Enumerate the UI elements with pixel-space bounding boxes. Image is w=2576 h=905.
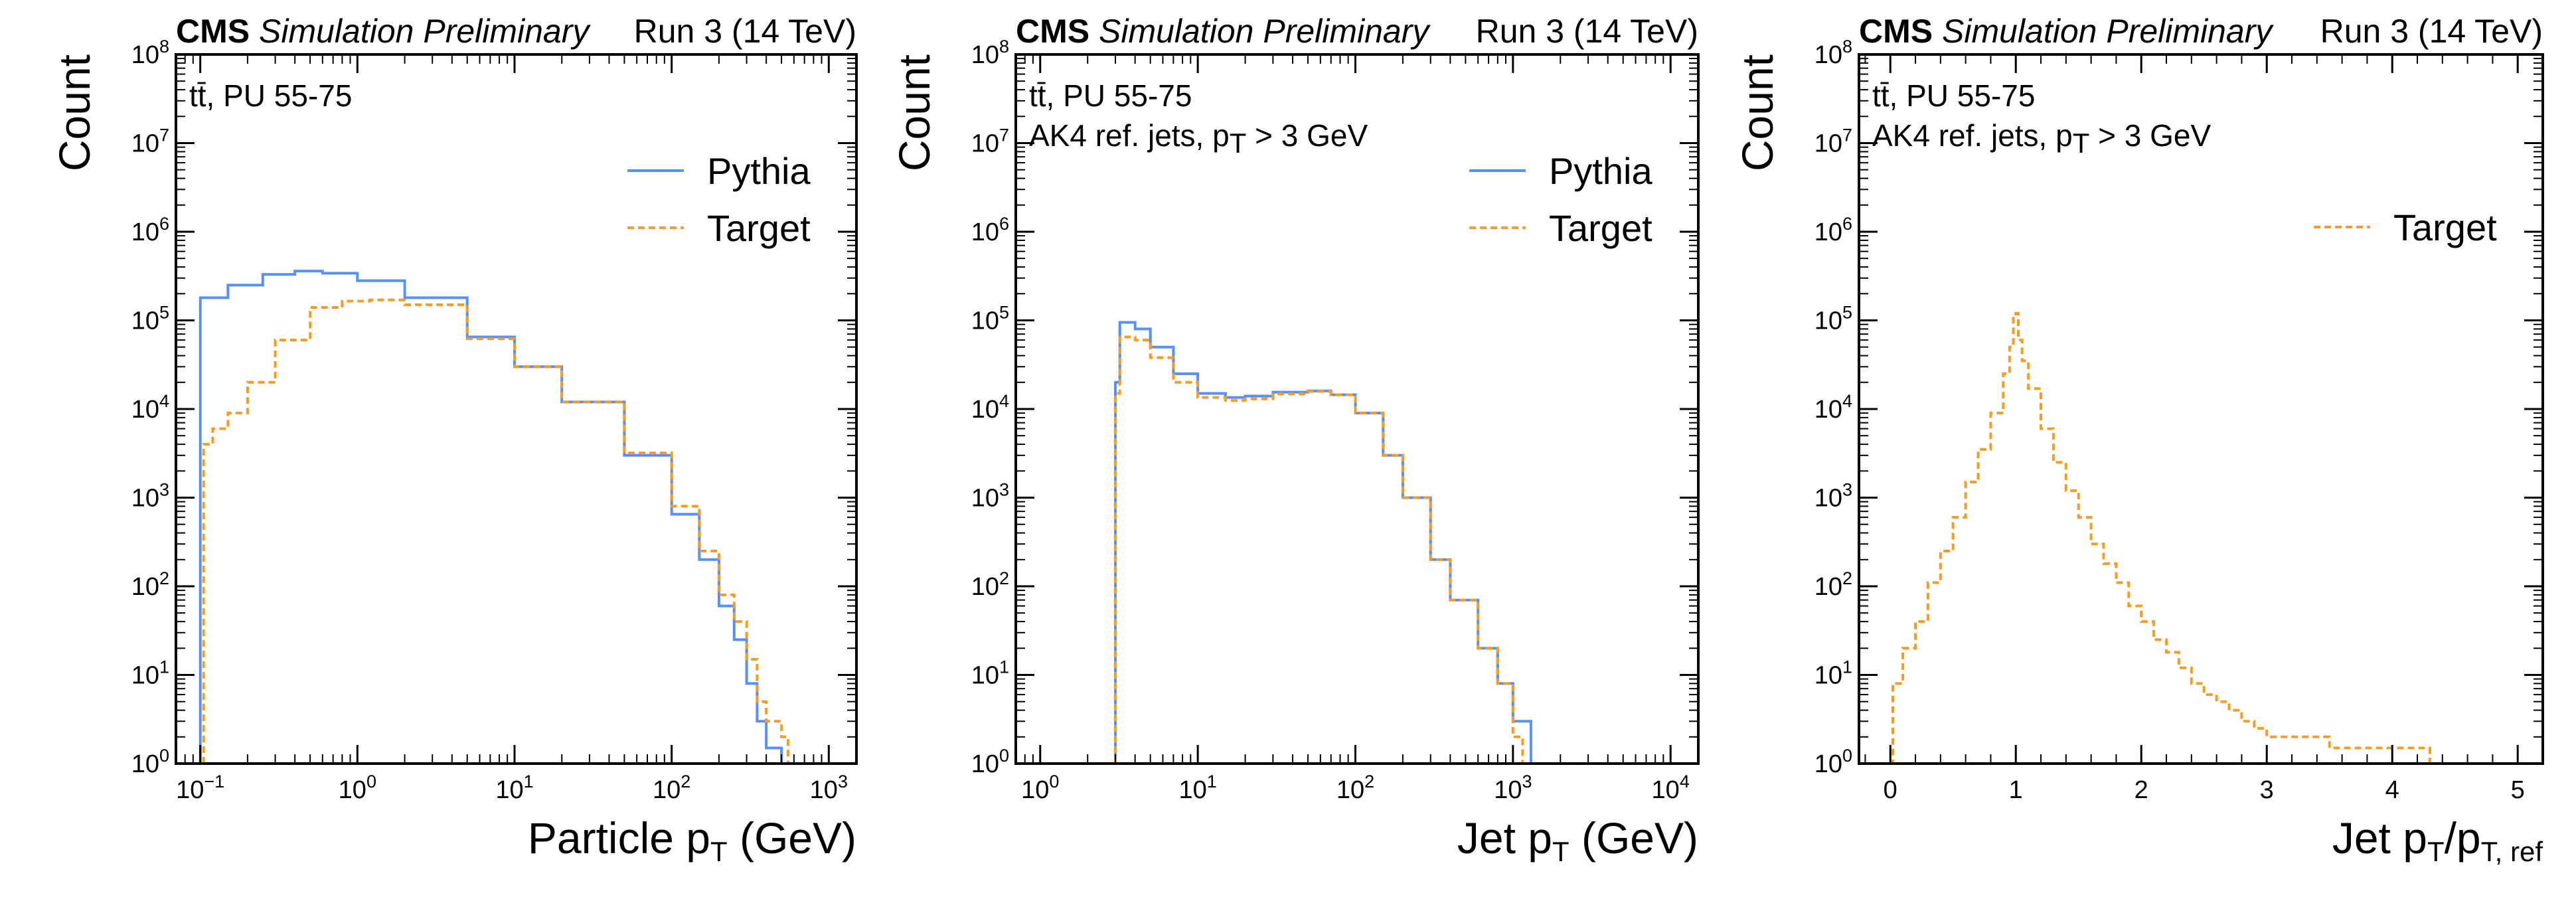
series-target-step-line <box>1890 311 2431 764</box>
process-annotation: tt̄, PU 55-75 <box>1029 78 1192 113</box>
y-tick-label: 104 <box>971 391 1009 424</box>
energy-label: Run 3 (14 TeV) <box>634 13 856 50</box>
legend-label-target: Target <box>707 207 811 249</box>
y-axis-label: Count <box>1733 54 1782 171</box>
x-axis-label: Particle pT (GeV) <box>528 813 856 867</box>
y-tick-label: 104 <box>131 391 169 424</box>
x-tick-label: 101 <box>1178 772 1216 804</box>
y-axis-label: Count <box>890 54 939 171</box>
y-tick-label: 105 <box>131 303 169 335</box>
x-tick-label: 2 <box>2134 776 2148 804</box>
x-tick-label: 104 <box>1652 772 1690 804</box>
legend-label-target: Target <box>1549 207 1652 249</box>
cms-header-label: CMS Simulation Preliminary <box>1859 13 2274 50</box>
x-tick-label: 3 <box>2260 776 2274 804</box>
y-axis-label: Count <box>50 54 99 171</box>
energy-label: Run 3 (14 TeV) <box>1476 13 1698 50</box>
y-tick-label: 107 <box>131 125 169 158</box>
y-tick-label: 103 <box>971 480 1009 513</box>
x-tick-label: 101 <box>495 772 533 804</box>
x-tick-label: 0 <box>1884 776 1897 804</box>
series-pythia-step-line <box>199 270 783 764</box>
cms-header-label: CMS Simulation Preliminary <box>176 13 591 50</box>
y-tick-label: 106 <box>971 214 1009 246</box>
x-tick-label: 102 <box>653 772 690 804</box>
axes-frame <box>1858 53 2544 765</box>
jet-selection-annotation: AK4 ref. jets, pT > 3 GeV <box>1029 118 1368 159</box>
x-tick-label: 103 <box>1494 772 1532 804</box>
y-tick-label: 108 <box>1814 37 1852 69</box>
energy-label: Run 3 (14 TeV) <box>2320 13 2543 50</box>
x-tick-label: 1 <box>2009 776 2023 804</box>
panel-2: 100 101 102 103 104 105 106 107 108 100 101 102 103 1… <box>890 13 1700 867</box>
x-tick-label: 102 <box>1336 772 1374 804</box>
series-pythia-step-line <box>1114 321 1532 764</box>
y-tick-label: 100 <box>131 746 169 778</box>
y-tick-label: 101 <box>1814 657 1852 690</box>
y-tick-label: 102 <box>1814 568 1852 601</box>
y-tick-label: 106 <box>1814 214 1852 246</box>
y-tick-label: 102 <box>131 568 169 601</box>
legend-label-pythia: Pythia <box>1549 150 1652 192</box>
y-tick-label: 100 <box>971 746 1009 778</box>
y-tick-label: 100 <box>1814 746 1852 778</box>
panel-3: 100 101 102 103 104 105 106 107 108 0 1 2 3 4 5 CMS Sim… <box>1733 13 2544 867</box>
x-tick-label: 100 <box>339 772 376 804</box>
y-tick-label: 105 <box>1814 303 1852 335</box>
x-tick-label: 100 <box>1021 772 1059 804</box>
x-axis-label: Jet pT/pT, ref <box>2332 813 2543 867</box>
series-target-step-line <box>1114 335 1524 764</box>
y-tick-label: 108 <box>131 37 169 69</box>
series-target-step-line <box>202 298 789 764</box>
y-tick-label: 102 <box>971 568 1009 601</box>
y-tick-label: 103 <box>1814 480 1852 513</box>
jet-selection-annotation: AK4 ref. jets, pT > 3 GeV <box>1872 118 2212 159</box>
x-tick-label: 4 <box>2385 776 2399 804</box>
y-tick-label: 107 <box>1814 125 1852 158</box>
process-annotation: tt̄, PU 55-75 <box>189 78 352 113</box>
legend-label-target: Target <box>2393 206 2497 248</box>
y-tick-label: 104 <box>1814 391 1852 424</box>
y-tick-label: 101 <box>131 657 169 690</box>
x-tick-label: 10−1 <box>176 772 224 804</box>
x-axis-label: Jet pT (GeV) <box>1457 813 1698 867</box>
process-annotation: tt̄, PU 55-75 <box>1872 78 2035 113</box>
y-tick-label: 105 <box>971 303 1009 335</box>
y-tick-label: 106 <box>131 214 169 246</box>
y-tick-label: 107 <box>971 125 1009 158</box>
x-tick-label: 103 <box>810 772 848 804</box>
y-tick-label: 108 <box>971 37 1009 69</box>
x-tick-label: 5 <box>2511 776 2525 804</box>
y-tick-label: 101 <box>971 657 1009 690</box>
cms-header-label: CMS Simulation Preliminary <box>1016 13 1431 50</box>
legend-label-pythia: Pythia <box>707 150 811 192</box>
y-tick-label: 103 <box>131 480 169 513</box>
